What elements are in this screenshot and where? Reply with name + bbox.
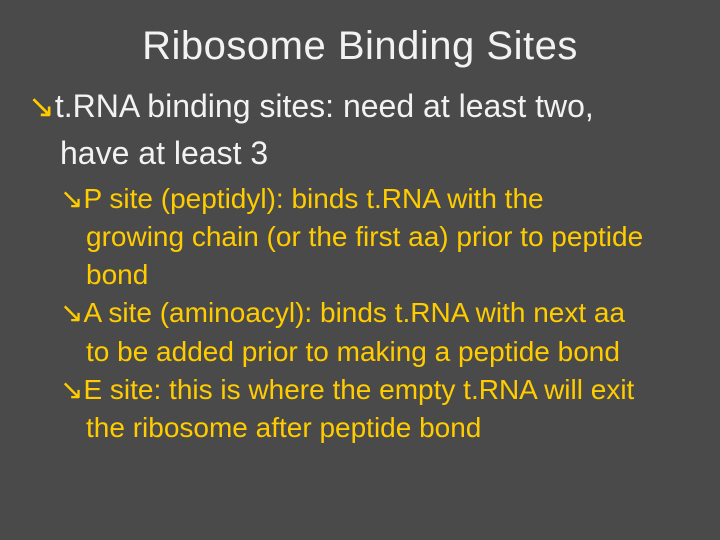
down-arrow-icon: ↘︎ bbox=[60, 374, 83, 405]
down-arrow-icon: ↘︎ bbox=[28, 88, 55, 124]
sub-bullet-text: P site (peptidyl): binds t.RNA with the bbox=[83, 183, 543, 214]
sub-bullet-a-site: ↘︎A site (aminoacyl): binds t.RNA with n… bbox=[60, 296, 696, 330]
sub-bullet-text: A site (aminoacyl): binds t.RNA with nex… bbox=[83, 297, 625, 328]
sub-bullet-e-site: ↘︎E site: this is where the empty t.RNA … bbox=[60, 373, 696, 407]
down-arrow-icon: ↘︎ bbox=[60, 183, 83, 214]
sub-bullet-text: growing chain (or the first aa) prior to… bbox=[60, 220, 696, 254]
slide-title: Ribosome Binding Sites bbox=[24, 24, 696, 69]
sub-bullet-text: to be added prior to making a peptide bo… bbox=[60, 335, 696, 369]
slide: Ribosome Binding Sites ↘︎t.RNA binding s… bbox=[0, 0, 720, 540]
sub-bullet-p-site: ↘︎P site (peptidyl): binds t.RNA with th… bbox=[60, 182, 696, 216]
main-bullet-line2: have at least 3 bbox=[24, 135, 696, 172]
sub-bullet-text: E site: this is where the empty t.RNA wi… bbox=[83, 374, 634, 405]
main-bullet-line1: t.RNA binding sites: need at least two, bbox=[55, 88, 594, 124]
sub-bullet-text: bond bbox=[60, 258, 696, 292]
sub-bullets: ↘︎P site (peptidyl): binds t.RNA with th… bbox=[24, 182, 696, 445]
sub-bullet-text: the ribosome after peptide bond bbox=[60, 411, 696, 445]
main-bullet: ↘︎t.RNA binding sites: need at least two… bbox=[24, 87, 696, 125]
down-arrow-icon: ↘︎ bbox=[60, 297, 83, 328]
